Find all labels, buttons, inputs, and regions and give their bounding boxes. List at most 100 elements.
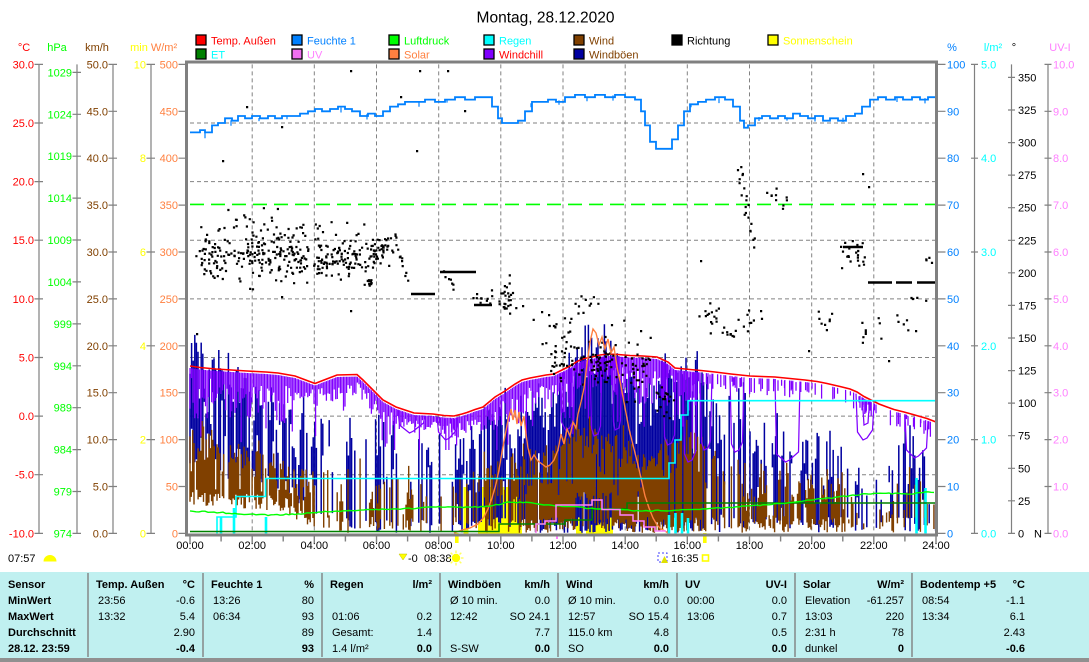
svg-text:175: 175	[1018, 300, 1036, 312]
svg-text:994: 994	[54, 361, 72, 373]
svg-text:4.8: 4.8	[654, 627, 669, 639]
svg-text:Elevation: Elevation	[805, 595, 850, 607]
svg-text:10: 10	[134, 59, 146, 71]
svg-text:1024: 1024	[48, 109, 72, 121]
svg-text:1029: 1029	[48, 67, 72, 79]
svg-text:2.0: 2.0	[981, 341, 996, 353]
svg-text:10.0: 10.0	[1053, 59, 1074, 71]
svg-text:4: 4	[140, 341, 146, 353]
svg-text:8.0: 8.0	[1053, 153, 1068, 165]
svg-text:0.0: 0.0	[654, 643, 669, 655]
svg-text:10.0: 10.0	[13, 294, 34, 306]
svg-text:08:00: 08:00	[425, 540, 453, 552]
svg-text:10.0: 10.0	[87, 435, 108, 447]
svg-text:9.0: 9.0	[1053, 106, 1068, 118]
svg-text:3.0: 3.0	[981, 247, 996, 259]
svg-text:300: 300	[160, 247, 178, 259]
svg-text:250: 250	[1018, 203, 1036, 215]
svg-text:999: 999	[54, 319, 72, 331]
svg-text:Ø 10 min.: Ø 10 min.	[568, 595, 616, 607]
svg-text:50: 50	[1018, 463, 1030, 475]
svg-text:25.0: 25.0	[87, 294, 108, 306]
svg-text:W/m²: W/m²	[151, 42, 178, 54]
svg-text:1.0: 1.0	[981, 435, 996, 447]
svg-text:00:00: 00:00	[687, 595, 715, 607]
svg-text:0.0: 0.0	[417, 643, 432, 655]
svg-text:-61.257: -61.257	[867, 595, 904, 607]
svg-text:6.0: 6.0	[1053, 247, 1068, 259]
svg-text:16:35: 16:35	[671, 553, 699, 565]
svg-text:Sensor: Sensor	[8, 579, 46, 591]
svg-text:40.0: 40.0	[87, 153, 108, 165]
svg-text:35.0: 35.0	[87, 200, 108, 212]
svg-text:22:00: 22:00	[860, 540, 888, 552]
svg-text:75: 75	[1018, 431, 1030, 443]
svg-text:20: 20	[947, 435, 959, 447]
svg-text:Wind: Wind	[589, 35, 614, 47]
svg-text:1.4: 1.4	[417, 627, 432, 639]
svg-text:Windböen: Windböen	[448, 579, 501, 591]
svg-text:350: 350	[160, 200, 178, 212]
svg-text:13:26: 13:26	[213, 595, 241, 607]
svg-text:4.0: 4.0	[1053, 341, 1068, 353]
svg-text:Montag, 28.12.2020: Montag, 28.12.2020	[477, 10, 615, 27]
svg-text:07:57: 07:57	[8, 553, 36, 565]
svg-text:0.0: 0.0	[93, 528, 108, 540]
svg-text:dunkel: dunkel	[805, 643, 837, 655]
svg-text:100: 100	[160, 435, 178, 447]
svg-text:Regen: Regen	[330, 579, 364, 591]
svg-text:0: 0	[898, 643, 904, 655]
svg-text:2: 2	[140, 435, 146, 447]
svg-text:1014: 1014	[48, 193, 72, 205]
svg-text:150: 150	[1018, 333, 1036, 345]
svg-text:5.4: 5.4	[180, 611, 195, 623]
svg-text:28.12. 23:59: 28.12. 23:59	[8, 643, 70, 655]
svg-text:93: 93	[302, 643, 314, 655]
svg-text:325: 325	[1018, 105, 1036, 117]
svg-text:250: 250	[160, 294, 178, 306]
svg-text:%: %	[947, 42, 957, 54]
svg-text:12:57: 12:57	[568, 611, 596, 623]
svg-text:5.0: 5.0	[981, 59, 996, 71]
svg-text:2.90: 2.90	[174, 627, 195, 639]
svg-text:8: 8	[140, 153, 146, 165]
svg-text:S-SW: S-SW	[450, 643, 479, 655]
svg-text:93: 93	[302, 611, 314, 623]
svg-text:08:54: 08:54	[922, 595, 950, 607]
svg-text:-0: -0	[408, 553, 418, 565]
svg-text:12:42: 12:42	[450, 611, 478, 623]
svg-text:min: min	[130, 42, 148, 54]
svg-text:UV-I: UV-I	[1049, 42, 1070, 54]
svg-text:450: 450	[160, 106, 178, 118]
svg-text:974: 974	[54, 528, 72, 540]
svg-text:km/h: km/h	[643, 579, 669, 591]
svg-text:80: 80	[302, 595, 314, 607]
svg-text:13:03: 13:03	[805, 611, 833, 623]
svg-text:l/m²: l/m²	[412, 579, 432, 591]
svg-text:0.0: 0.0	[981, 528, 996, 540]
svg-text:-10.0: -10.0	[9, 528, 34, 540]
svg-text:Temp. Außen: Temp. Außen	[211, 35, 276, 47]
svg-text:89: 89	[302, 627, 314, 639]
svg-text:225: 225	[1018, 235, 1036, 247]
svg-text:70: 70	[947, 200, 959, 212]
svg-text:24:00: 24:00	[922, 540, 950, 552]
svg-text:7.0: 7.0	[1053, 200, 1068, 212]
svg-text:0.0: 0.0	[654, 595, 669, 607]
svg-text:275: 275	[1018, 170, 1036, 182]
svg-text:979: 979	[54, 487, 72, 499]
svg-text:984: 984	[54, 445, 72, 457]
svg-text:0.2: 0.2	[417, 611, 432, 623]
svg-text:5.0: 5.0	[1053, 294, 1068, 306]
svg-text:7.7: 7.7	[535, 627, 550, 639]
svg-text:150: 150	[160, 388, 178, 400]
svg-text:5.0: 5.0	[93, 482, 108, 494]
svg-text:Temp. Außen: Temp. Außen	[96, 579, 165, 591]
svg-text:1019: 1019	[48, 151, 72, 163]
svg-text:Windchill: Windchill	[499, 49, 543, 61]
svg-text:-1.1: -1.1	[1006, 595, 1025, 607]
svg-text:60: 60	[947, 247, 959, 259]
svg-text:Sonnenschein: Sonnenschein	[783, 35, 853, 47]
svg-text:2.0: 2.0	[1053, 435, 1068, 447]
svg-text:02:00: 02:00	[238, 540, 266, 552]
